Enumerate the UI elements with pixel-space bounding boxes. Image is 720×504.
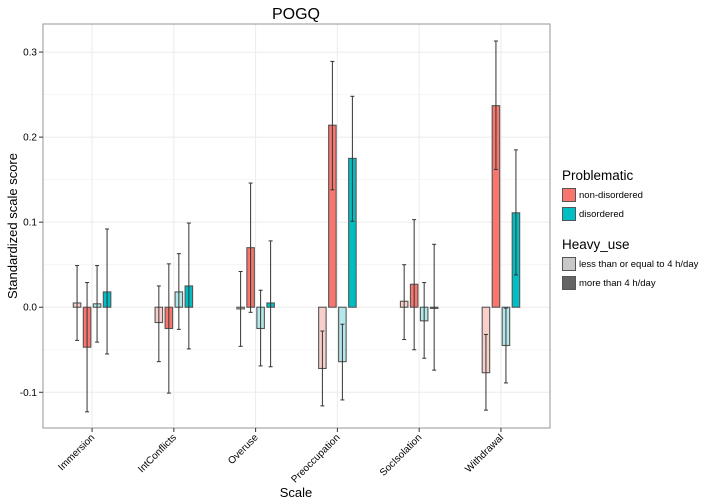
x-tick-label: Withdrawal [463, 432, 506, 475]
y-tick-label: 0.3 [23, 48, 37, 59]
chart-title: POGQ [272, 6, 320, 23]
x-tick-label: Overuse [226, 432, 261, 467]
y-axis-label: Standardized scale score [5, 153, 20, 299]
legend-swatch-disordered [562, 207, 576, 221]
y-tick-label: 0.1 [23, 218, 37, 229]
x-tick-label: SocIsolation [378, 432, 424, 478]
legend-label: non-disordered [579, 189, 643, 201]
x-tick-label: Preoccupation [290, 432, 343, 485]
plot-panel-border [42, 23, 551, 429]
y-axis: -0.1 0.0 0.1 0.2 0.3 [20, 48, 43, 399]
x-axis: Immersion IntConflicts Overuse Preoccupatio… [56, 428, 506, 485]
legend: Problematic non-disordered disordered He… [562, 168, 698, 293]
legend-item-le-4h: less than or equal to 4 h/day [562, 255, 698, 273]
bars-layer [72, 40, 521, 413]
legend-item-gt-4h: more than 4 h/day [562, 274, 698, 292]
y-tick-label: 0.0 [23, 303, 37, 314]
legend-title-problematic: Problematic [562, 168, 634, 183]
y-tick-label: -0.1 [20, 388, 38, 399]
legend-label: more than 4 h/day [579, 277, 656, 289]
legend-title-heavy-use: Heavy_use [562, 237, 630, 252]
legend-item-non-disordered: non-disordered [562, 186, 698, 204]
y-tick-label: 0.2 [23, 133, 37, 144]
grid-lines [43, 24, 550, 428]
legend-swatch-le-4h [562, 257, 576, 271]
legend-swatch-non-disordered [562, 188, 576, 202]
x-tick-label: IntConflicts [136, 432, 179, 475]
x-tick-label: Immersion [56, 432, 97, 473]
legend-label: disordered [579, 208, 624, 220]
legend-swatch-gt-4h [562, 276, 576, 290]
legend-label: less than or equal to 4 h/day [579, 258, 699, 270]
legend-group-heavy-use: Heavy_use less than or equal to 4 h/day … [562, 237, 698, 292]
legend-group-problematic: Problematic non-disordered disordered [562, 168, 698, 223]
x-axis-label: Scale [280, 485, 313, 500]
legend-item-disordered: disordered [562, 205, 698, 223]
